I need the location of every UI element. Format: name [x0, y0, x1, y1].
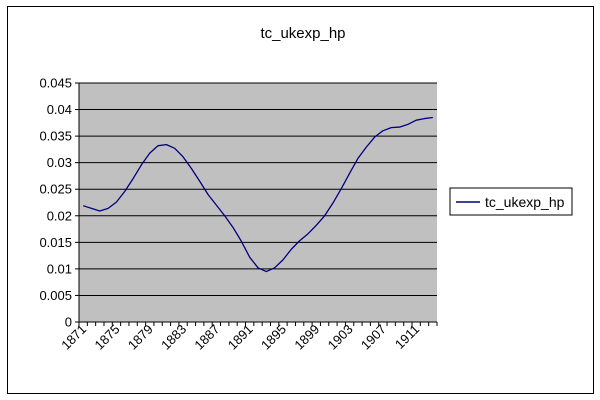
y-tick-label: 0.035	[39, 129, 72, 144]
y-tick-label: 0	[65, 315, 72, 330]
y-tick-label: 0.01	[47, 261, 72, 276]
y-tick-label: 0.03	[47, 155, 72, 170]
grid-lines	[79, 82, 437, 296]
chart-title: tc_ukexp_hp	[260, 25, 345, 42]
y-tick-label: 0.015	[39, 235, 72, 250]
y-tick-label: 0.005	[39, 288, 72, 303]
legend: tc_ukexp_hp	[449, 187, 573, 216]
plot-area	[79, 83, 437, 322]
series-line-tc-ukexp-hp	[82, 116, 433, 273]
y-tick-label: 0.045	[39, 76, 72, 91]
legend-label-tc-ukexp-hp: tc_ukexp_hp	[485, 194, 565, 210]
series-layer	[82, 116, 433, 273]
y-tick-label: 0.04	[47, 102, 72, 117]
y-tick-label: 0.02	[47, 208, 72, 223]
y-tick-label: 0.025	[39, 182, 72, 197]
y-axis: 0 0.005 0.01 0.015 0.02 0.025 0.03 0.035 0.04 0.0…	[39, 76, 80, 330]
